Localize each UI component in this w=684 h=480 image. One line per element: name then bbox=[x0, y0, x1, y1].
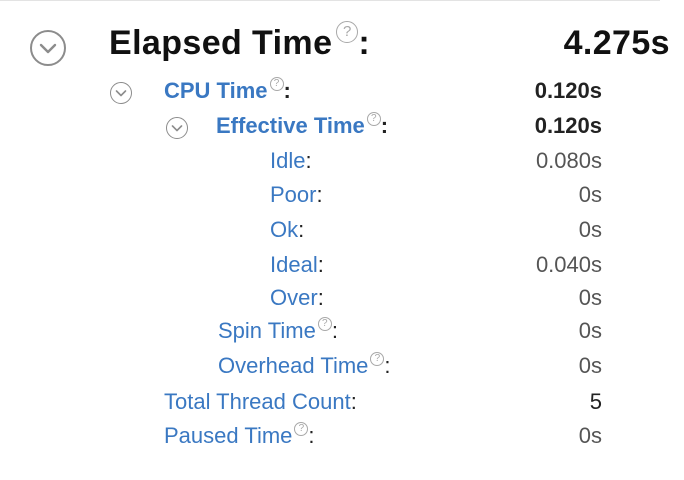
overhead-time-help-icon[interactable]: ? bbox=[370, 351, 385, 366]
collapse-elapsed-toggle-icon[interactable] bbox=[30, 30, 66, 66]
elapsed-time-help-icon[interactable]: ? bbox=[336, 20, 359, 43]
cpu-time-value: 0.120s bbox=[534, 78, 602, 103]
poor-label[interactable]: Poor bbox=[270, 182, 317, 207]
paused-time-help-icon[interactable]: ? bbox=[294, 421, 309, 436]
breakdown-row-idle: Idle: 0.080s bbox=[270, 148, 602, 173]
top-divider bbox=[0, 0, 660, 1]
cpu-time-help-icon[interactable]: ? bbox=[269, 76, 284, 91]
cpu-time-label[interactable]: CPU Time bbox=[164, 78, 268, 103]
paused-time-value: 0s bbox=[578, 423, 602, 448]
ideal-label[interactable]: Ideal bbox=[270, 252, 318, 277]
effective-time-label[interactable]: Effective Time bbox=[216, 113, 365, 138]
spin-time-value: 0s bbox=[578, 318, 602, 343]
over-value: 0s bbox=[578, 285, 602, 310]
collapse-effective-toggle-icon[interactable] bbox=[166, 117, 188, 139]
elapsed-time-row: Elapsed Time?: 4.275s bbox=[30, 20, 670, 72]
effective-time-value: 0.120s bbox=[534, 113, 602, 138]
poor-value: 0s bbox=[578, 182, 602, 207]
collapse-cpu-toggle-icon[interactable] bbox=[110, 82, 132, 104]
breakdown-row-ok: Ok: 0s bbox=[270, 217, 602, 242]
ideal-value: 0.040s bbox=[535, 252, 602, 277]
spin-time-help-icon[interactable]: ? bbox=[317, 316, 332, 331]
elapsed-time-value: 4.275s bbox=[563, 24, 670, 62]
cpu-time-row: CPU Time?: 0.120s bbox=[110, 76, 602, 108]
effective-time-help-icon[interactable]: ? bbox=[366, 111, 381, 126]
total-thread-count-value: 5 bbox=[589, 389, 602, 414]
spin-time-row: Spin Time?: 0s bbox=[218, 316, 602, 343]
ok-value: 0s bbox=[578, 217, 602, 242]
over-label[interactable]: Over bbox=[270, 285, 318, 310]
total-thread-count-label[interactable]: Total Thread Count bbox=[164, 389, 351, 414]
overhead-time-value: 0s bbox=[578, 353, 602, 378]
breakdown-row-poor: Poor: 0s bbox=[270, 182, 602, 207]
idle-value: 0.080s bbox=[535, 148, 602, 173]
breakdown-row-over: Over: 0s bbox=[270, 285, 602, 310]
overhead-time-row: Overhead Time?: 0s bbox=[218, 351, 602, 378]
effective-time-row: Effective Time?: 0.120s bbox=[166, 111, 602, 143]
paused-time-label[interactable]: Paused Time bbox=[164, 423, 293, 448]
overhead-time-label[interactable]: Overhead Time bbox=[218, 353, 369, 378]
total-thread-count-row: Total Thread Count: 5 bbox=[164, 389, 602, 414]
paused-time-row: Paused Time?: 0s bbox=[164, 421, 602, 448]
breakdown-row-ideal: Ideal: 0.040s bbox=[270, 252, 602, 277]
spin-time-label[interactable]: Spin Time bbox=[218, 318, 316, 343]
ok-label[interactable]: Ok bbox=[270, 217, 299, 242]
idle-label[interactable]: Idle bbox=[270, 148, 306, 173]
elapsed-time-label: Elapsed Time bbox=[109, 24, 333, 62]
